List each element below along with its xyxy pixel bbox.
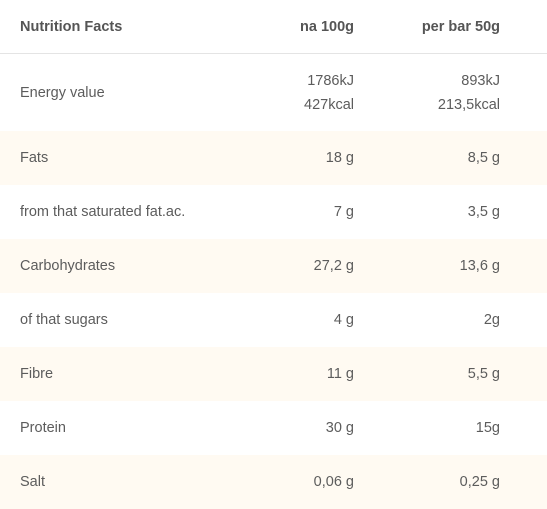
table-row-salt: Salt 0,06 g 0,25 g [0,455,547,509]
header-per-100g: na 100g [275,0,354,54]
nutrient-name: Fats [0,131,275,185]
table-row-saturated-fat: from that saturated fat.ac. 7 g 3,5 g [0,185,547,239]
value-per-bar: 8,5 g [354,131,547,185]
value-per-100g: 0,06 g [275,455,354,509]
header-per-bar: per bar 50g [354,0,547,54]
value-kcal: 213,5kcal [354,93,500,117]
value-per-100g: 18 g [275,131,354,185]
value-per-bar: 13,6 g [354,239,547,293]
value-per-bar: 0,25 g [354,455,547,509]
nutrient-name: Protein [0,401,275,455]
table-row-fibre: Fibre 11 g 5,5 g [0,347,547,401]
nutrient-name: of that sugars [0,293,275,347]
value-per-100g: 30 g [275,401,354,455]
table-header: Nutrition Facts na 100g per bar 50g [0,0,547,54]
nutrient-name: Salt [0,455,275,509]
value-per-bar: 3,5 g [354,185,547,239]
table-row-carbohydrates: Carbohydrates 27,2 g 13,6 g [0,239,547,293]
nutrient-name: Fibre [0,347,275,401]
nutrient-name: from that saturated fat.ac. [0,185,275,239]
value-per-100g: 27,2 g [275,239,354,293]
nutrient-name: Carbohydrates [0,239,275,293]
value-per-bar: 15g [354,401,547,455]
value-kj: 893kJ [354,69,500,93]
table-row-protein: Protein 30 g 15g [0,401,547,455]
value-per-100g: 11 g [275,347,354,401]
value-per-bar: 2g [354,293,547,347]
value-kcal: 427kcal [275,93,354,117]
value-per-100g: 1786kJ 427kcal [275,54,354,132]
value-per-bar: 893kJ 213,5kcal [354,54,547,132]
header-row: Nutrition Facts na 100g per bar 50g [0,0,547,54]
nutrient-name: Energy value [0,54,275,132]
value-per-100g: 7 g [275,185,354,239]
table-row-fats: Fats 18 g 8,5 g [0,131,547,185]
value-per-100g: 4 g [275,293,354,347]
table-row-sugars: of that sugars 4 g 2g [0,293,547,347]
value-per-bar: 5,5 g [354,347,547,401]
table-body: Energy value 1786kJ 427kcal 893kJ 213,5k… [0,54,547,509]
value-kj: 1786kJ [275,69,354,93]
table-row-energy: Energy value 1786kJ 427kcal 893kJ 213,5k… [0,54,547,132]
header-nutrition-facts: Nutrition Facts [0,0,275,54]
